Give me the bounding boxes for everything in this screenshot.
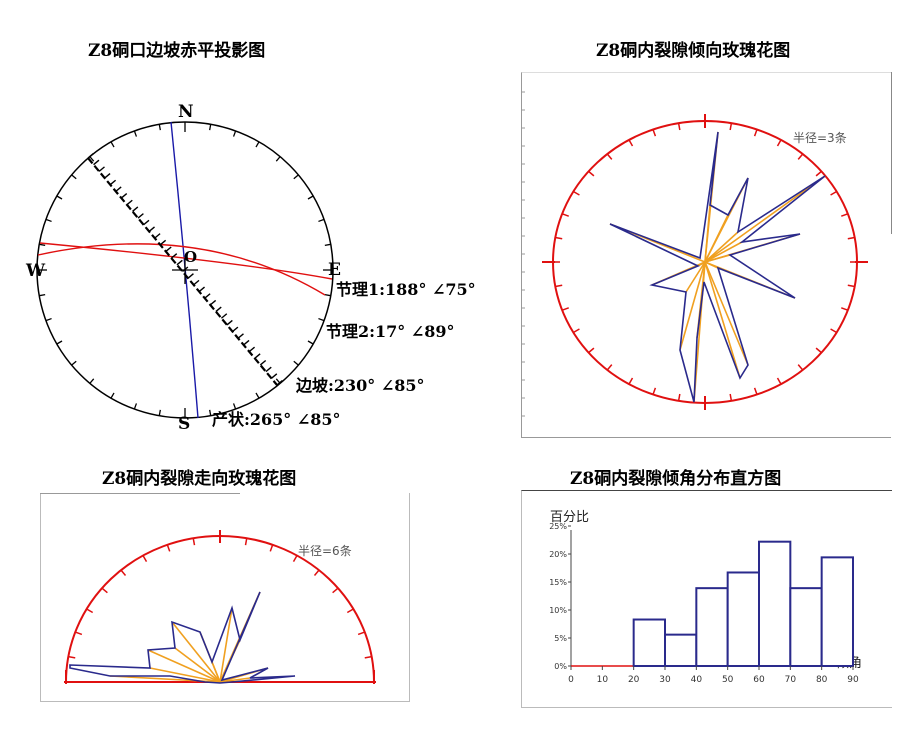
strike-rose-frame — [40, 493, 410, 702]
dip-rose-frame-edge — [891, 72, 892, 234]
west-label: W — [26, 261, 46, 281]
joint1-great-circle — [37, 243, 326, 296]
histogram-x-tick-label: 50 — [722, 675, 734, 685]
dip-rose-radius-label: 半径=3条 — [793, 131, 847, 145]
stereonet-title: Z8硐口边坡赤平投影图 — [88, 41, 266, 61]
histogram-x-tick-label: 60 — [753, 675, 765, 685]
histogram-bar — [789, 587, 823, 667]
slope-label: 边坡:230° ∠85° — [296, 376, 425, 395]
strike-rose-title: Z8硐内裂隙走向玫瑰花图 — [102, 469, 297, 489]
histogram-x-tick-label: 0 — [568, 675, 574, 685]
histogram-y-tick-label: 25% — [549, 522, 567, 531]
strike-rose-outline — [69, 591, 296, 684]
south-label: S — [178, 414, 191, 434]
stereonet-circle — [36, 121, 334, 419]
dip-rose-outline — [609, 131, 826, 403]
joint2-label: 节理2:17° ∠89° — [326, 322, 455, 341]
histogram-bar — [632, 618, 667, 668]
histogram-bar — [726, 571, 761, 667]
dip-rose-title: Z8硐内裂隙倾向玫瑰花图 — [596, 41, 791, 61]
histogram-title: Z8硐内裂隙倾角分布直方图 — [570, 469, 782, 489]
attitude-label: 产状:265° ∠85° — [212, 410, 341, 429]
histogram-ylabel: 百分比 — [550, 510, 590, 525]
north-label: N — [178, 102, 194, 122]
histogram-x-tick-label: 80 — [816, 675, 828, 685]
east-label: E — [328, 260, 341, 280]
histogram-x-tick-label: 30 — [659, 675, 671, 685]
histogram-y-tick-label: 0% — [554, 662, 567, 671]
histogram-bar — [664, 633, 698, 668]
histogram-y-tick-label: 15% — [549, 578, 567, 587]
histogram-x-tick-label: 20 — [628, 675, 640, 685]
histogram-bar — [758, 540, 792, 667]
histogram-bar — [695, 587, 729, 667]
histogram-x-tick-label: 10 — [597, 675, 609, 685]
histogram-x-tick-label: 70 — [785, 675, 797, 685]
histogram-y-tick-label: 5% — [554, 634, 567, 643]
center-label: O — [184, 248, 198, 266]
histogram-x-tick-label: 90 — [847, 675, 859, 685]
slope-great-circle — [87, 152, 283, 386]
strike-rose-radius-label: 半径=6条 — [298, 544, 352, 558]
joint2-great-circle — [39, 242, 333, 280]
histogram-bar — [820, 556, 855, 667]
histogram-y-tick-label: 20% — [549, 550, 567, 559]
joint1-label: 节理1:188° ∠75° — [336, 280, 476, 299]
histogram-y-tick-label: 10% — [549, 606, 567, 615]
strike-rose-top-edge — [40, 493, 240, 494]
center-mark — [172, 258, 198, 284]
histogram-x-tick-label: 40 — [691, 675, 703, 685]
